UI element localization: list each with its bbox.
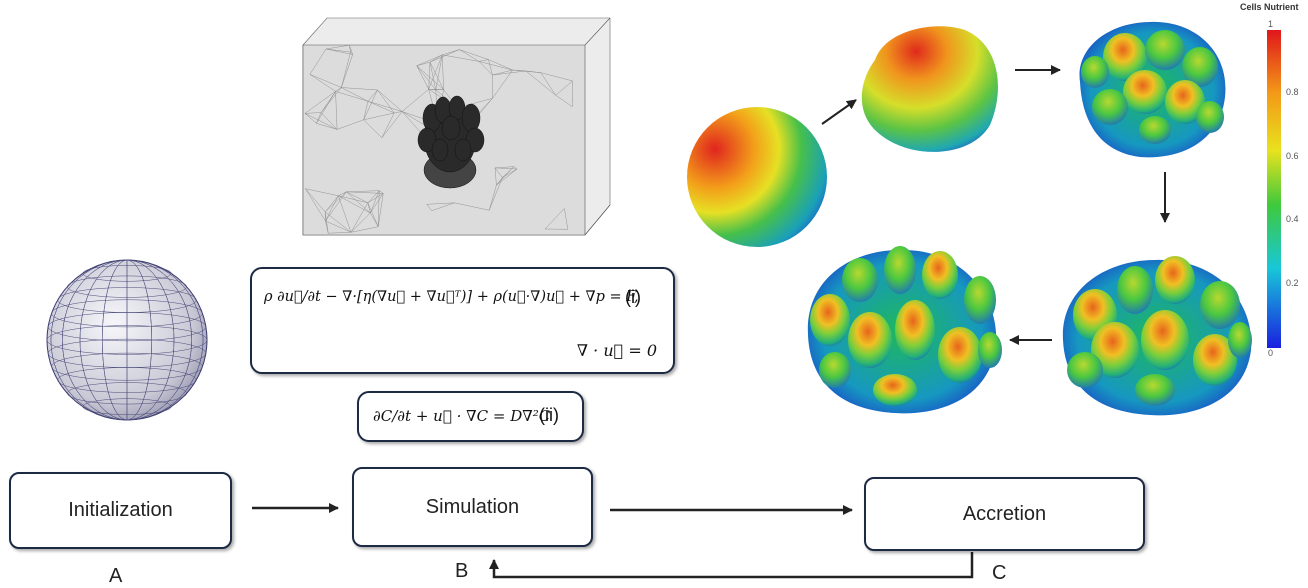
momentum-equation: ρ ∂u⃗/∂t − ∇·[η(∇u⃗ + ∇u⃗ᵀ)] + ρ(u⃗·∇)u⃗… bbox=[264, 289, 639, 305]
momentum-equation-tag: (i) bbox=[625, 287, 641, 308]
mesh-sphere-illustration bbox=[45, 258, 210, 423]
colorbar: Cells Nutrient 1 0.8 0.6 0.4 0.2 0 bbox=[1240, 0, 1308, 370]
label-c: C bbox=[992, 562, 1006, 585]
simulation-box: Simulation bbox=[352, 467, 593, 547]
colorbar-tick: 0.2 bbox=[1286, 278, 1299, 288]
colorbar-tick: 0.4 bbox=[1286, 214, 1299, 224]
arrow-acc-feedback bbox=[494, 552, 972, 577]
diffusion-equation-tag: (ii) bbox=[539, 405, 559, 426]
colorbar-tick: 0.6 bbox=[1286, 151, 1299, 161]
colorbar-tick: 1 bbox=[1268, 19, 1273, 29]
colorbar-title: Cells Nutrient bbox=[1240, 2, 1299, 12]
colorbar-tick: 0.8 bbox=[1286, 87, 1299, 97]
continuity-equation: ∇ · u⃗ = 0 bbox=[577, 341, 657, 360]
accretion-box: Accretion bbox=[864, 477, 1145, 551]
label-b: B bbox=[455, 560, 468, 583]
diffusion-equation-box: ∂C/∂t + u⃗ · ∇C = D∇²C (ii) bbox=[357, 391, 584, 442]
colorbar-gradient bbox=[1267, 30, 1281, 348]
momentum-equation-box: ρ ∂u⃗/∂t − ∇·[η(∇u⃗ + ∇u⃗ᵀ)] + ρ(u⃗·∇)u⃗… bbox=[250, 267, 675, 374]
colorbar-tick: 0 bbox=[1268, 348, 1273, 358]
diffusion-equation: ∂C/∂t + u⃗ · ∇C = D∇²C bbox=[373, 407, 550, 425]
arrow-stage1-to-2 bbox=[822, 100, 856, 124]
label-a: A bbox=[109, 565, 122, 588]
initialization-box: Initialization bbox=[9, 472, 232, 549]
